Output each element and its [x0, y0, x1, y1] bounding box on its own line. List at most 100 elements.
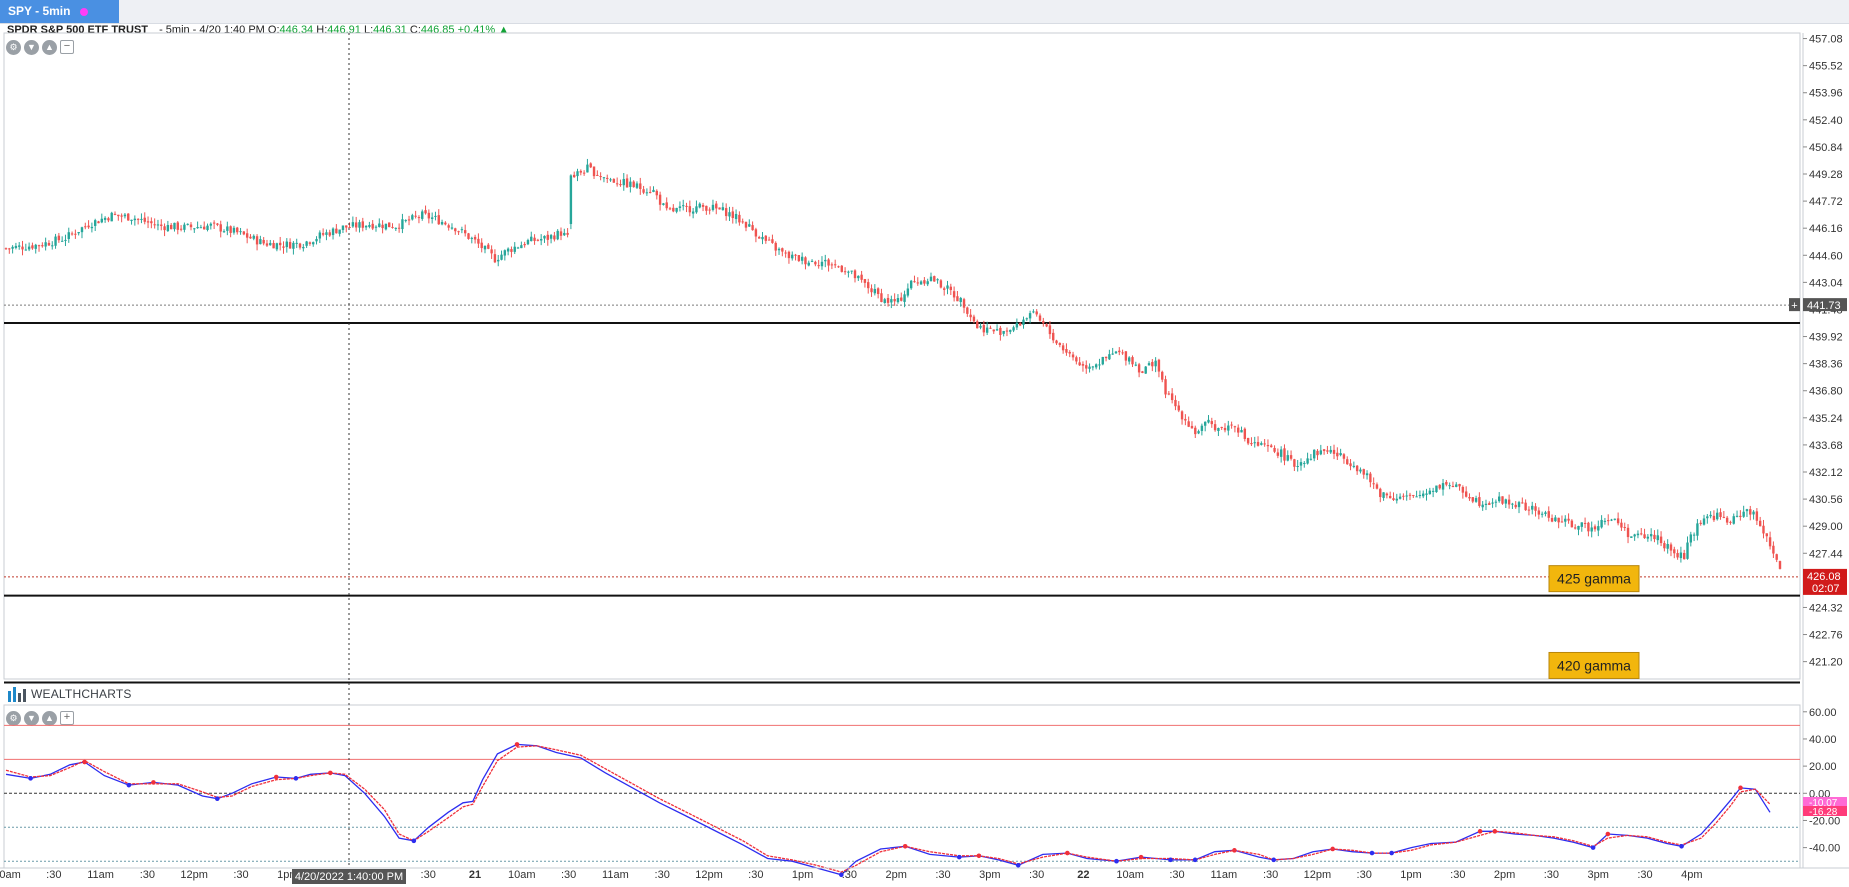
time-tick-label: :30: [1169, 869, 1184, 881]
candle-body: [847, 271, 850, 273]
candle-body: [477, 238, 480, 244]
price-tick-label: 449.28: [1809, 169, 1843, 181]
move-down-icon[interactable]: ▼: [24, 711, 39, 726]
osc-value-label: -10.07: [1809, 798, 1838, 809]
candle-body: [1412, 495, 1415, 497]
candle-body: [625, 178, 629, 188]
candle-body: [573, 174, 576, 178]
candle-body: [411, 215, 414, 220]
candle-body: [1094, 364, 1098, 368]
candle-body: [1633, 534, 1636, 537]
price-tick-label: 443.04: [1809, 277, 1843, 289]
move-down-icon[interactable]: ▼: [24, 40, 39, 55]
candle-body: [179, 228, 183, 230]
candle-body: [424, 210, 427, 214]
candle-body: [824, 259, 827, 262]
last-price-label: 426.08: [1807, 571, 1841, 583]
candle-body: [1567, 518, 1570, 521]
candle-body: [1435, 485, 1438, 493]
oscillator-marker: [1232, 848, 1237, 853]
close-label: C:: [409, 24, 421, 36]
candle-body: [1422, 493, 1425, 497]
candle-body: [364, 225, 368, 228]
candle-body: [962, 299, 966, 308]
candle-body: [361, 221, 364, 228]
candle-body: [176, 222, 179, 230]
candle-body: [110, 212, 113, 222]
price-tick-label: 421.20: [1809, 657, 1843, 669]
candle-body: [632, 181, 635, 188]
price-tick-label: 432.12: [1809, 467, 1843, 479]
candle-body: [1362, 469, 1365, 475]
candle-body: [1524, 502, 1527, 511]
candle-body: [113, 213, 117, 215]
candle-body: [1712, 515, 1716, 521]
candle-body: [691, 211, 695, 214]
oscillator-marker: [328, 770, 333, 776]
candle-body: [163, 226, 166, 231]
settings-icon[interactable]: ⚙: [6, 40, 21, 55]
candle-body: [919, 281, 923, 285]
candle-body: [1326, 450, 1329, 452]
candle-body: [239, 231, 242, 233]
candle-body: [371, 223, 374, 229]
candle-body: [1379, 488, 1382, 498]
candle-body: [543, 235, 546, 239]
tab-title: SPY - 5min: [8, 4, 71, 18]
crosshair-price-label: 441.73: [1807, 300, 1841, 312]
candle-body: [87, 225, 90, 228]
candle-body: [814, 261, 817, 265]
expand-icon[interactable]: +: [60, 711, 74, 725]
candle-body: [341, 225, 345, 231]
oscillator-marker: [1015, 862, 1021, 868]
candle-body: [1458, 484, 1461, 487]
price-tick-label: 436.80: [1809, 386, 1843, 398]
chart-tab[interactable]: SPY - 5min: [0, 0, 119, 23]
candle-body: [1388, 495, 1392, 499]
candle-body: [724, 208, 728, 217]
candle-body: [77, 232, 80, 234]
settings-icon[interactable]: ⚙: [6, 711, 21, 726]
candle-body: [1531, 505, 1534, 510]
candle-body: [100, 218, 104, 223]
candle-body: [288, 242, 292, 249]
candle-body: [24, 249, 28, 251]
candle-body: [956, 296, 959, 302]
candle-body: [1405, 495, 1408, 497]
candle-body: [1431, 490, 1435, 492]
candle-body: [943, 288, 946, 290]
gamma-annotation-label: 420 gamma: [1557, 657, 1631, 673]
candle-body: [1537, 510, 1541, 515]
candle-body: [1507, 499, 1511, 505]
collapse-icon[interactable]: −: [60, 40, 74, 54]
candle-body: [1081, 364, 1085, 366]
candle-body: [1603, 520, 1607, 522]
candle-body: [1758, 520, 1762, 527]
oscillator-marker: [293, 776, 299, 781]
candle-body: [278, 242, 282, 246]
candle-body: [880, 293, 883, 303]
candle-body: [1497, 496, 1501, 502]
candle-body: [1514, 504, 1517, 508]
move-up-icon[interactable]: ▲: [42, 40, 57, 55]
candle-body: [536, 239, 540, 241]
candle-body: [615, 183, 619, 185]
time-tick-label: 22: [1077, 869, 1089, 881]
candle-body: [1564, 518, 1567, 522]
candle-body: [1709, 514, 1712, 517]
candle-body: [523, 244, 526, 246]
time-tick-label: :30: [46, 869, 61, 881]
candle-body: [1749, 509, 1752, 515]
price-tick-label: 422.76: [1809, 630, 1843, 642]
candle-body: [1184, 418, 1187, 421]
candle-body: [444, 222, 447, 225]
candle-body: [1742, 511, 1745, 517]
candle-body: [1395, 498, 1398, 501]
candle-body: [1544, 512, 1547, 514]
candle-body: [1494, 501, 1498, 503]
candle-body: [979, 325, 982, 328]
move-up-icon[interactable]: ▲: [42, 711, 57, 726]
candle-body: [206, 225, 209, 231]
candle-body: [282, 246, 285, 248]
